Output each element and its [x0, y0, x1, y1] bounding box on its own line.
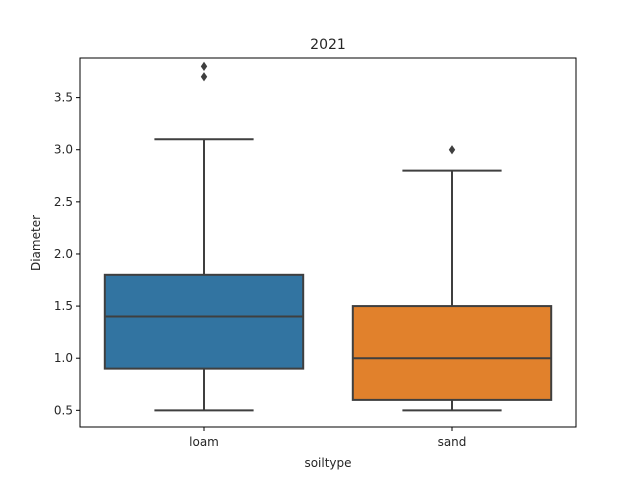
- y-tick-label: 1.5: [54, 299, 73, 313]
- box-iqr: [103, 273, 305, 370]
- x-axis: loam sand: [189, 427, 466, 449]
- outlier-point: [448, 145, 456, 155]
- x-axis-label: soiltype: [304, 456, 351, 470]
- y-tick-label: 3.5: [54, 91, 73, 105]
- y-tick-label: 2.0: [54, 247, 73, 261]
- chart-title: 2021: [310, 37, 346, 53]
- outlier-point: [200, 61, 208, 71]
- x-tick-label: loam: [189, 435, 219, 449]
- y-tick-label: 2.5: [54, 195, 73, 209]
- outlier-point: [200, 72, 208, 82]
- y-tick-label: 0.5: [54, 403, 73, 417]
- plot-area: [79, 57, 577, 428]
- y-axis: 0.5 1.0 1.5 2.0 2.5 3.0 3.5: [54, 91, 80, 417]
- y-tick-label: 3.0: [54, 143, 73, 157]
- box-iqr: [351, 305, 553, 401]
- plot-frame: [79, 57, 577, 428]
- x-tick-label: sand: [438, 435, 467, 449]
- box-group-loam: [103, 61, 305, 412]
- y-axis-label: Diameter: [29, 215, 43, 271]
- y-tick-label: 1.0: [54, 351, 73, 365]
- box-group-sand: [351, 145, 553, 412]
